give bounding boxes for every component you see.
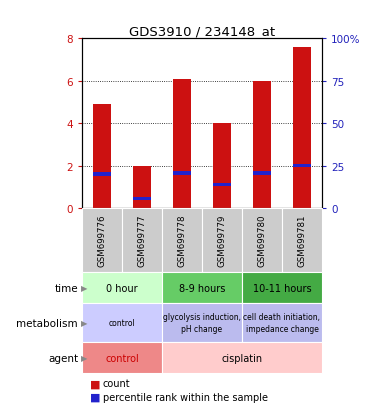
Bar <box>213 184 231 187</box>
Bar <box>293 164 311 168</box>
Text: ▶: ▶ <box>81 353 87 362</box>
Text: GSM699778: GSM699778 <box>178 214 186 267</box>
Text: GSM699781: GSM699781 <box>298 214 306 267</box>
Text: 8-9 hours: 8-9 hours <box>179 283 225 293</box>
Text: ■: ■ <box>90 392 100 402</box>
Text: 10-11 hours: 10-11 hours <box>253 283 311 293</box>
Text: control: control <box>105 353 139 363</box>
Text: GSM699776: GSM699776 <box>98 214 106 267</box>
Text: agent: agent <box>48 353 78 363</box>
Bar <box>253 82 271 209</box>
Text: cisplatin: cisplatin <box>221 353 263 363</box>
Text: time: time <box>54 283 78 293</box>
Bar <box>173 79 191 209</box>
Text: cell death initiation,
impedance change: cell death initiation, impedance change <box>243 313 320 333</box>
Text: count: count <box>103 378 131 388</box>
Bar <box>93 173 111 176</box>
Title: GDS3910 / 234148_at: GDS3910 / 234148_at <box>129 25 275 38</box>
Text: metabolism: metabolism <box>16 318 78 328</box>
Text: GSM699780: GSM699780 <box>258 214 266 267</box>
Bar <box>293 47 311 209</box>
Bar <box>213 124 231 209</box>
Bar <box>133 166 151 209</box>
Bar <box>173 172 191 176</box>
Text: GSM699777: GSM699777 <box>138 214 146 267</box>
Text: 0 hour: 0 hour <box>106 283 138 293</box>
Text: ▶: ▶ <box>81 283 87 292</box>
Text: percentile rank within the sample: percentile rank within the sample <box>103 392 268 402</box>
Bar <box>93 105 111 209</box>
Bar <box>133 197 151 201</box>
Text: ■: ■ <box>90 378 100 388</box>
Text: ▶: ▶ <box>81 318 87 327</box>
Text: GSM699779: GSM699779 <box>218 214 226 267</box>
Text: control: control <box>109 318 135 327</box>
Text: glycolysis induction,
pH change: glycolysis induction, pH change <box>163 313 241 333</box>
Bar <box>253 172 271 176</box>
